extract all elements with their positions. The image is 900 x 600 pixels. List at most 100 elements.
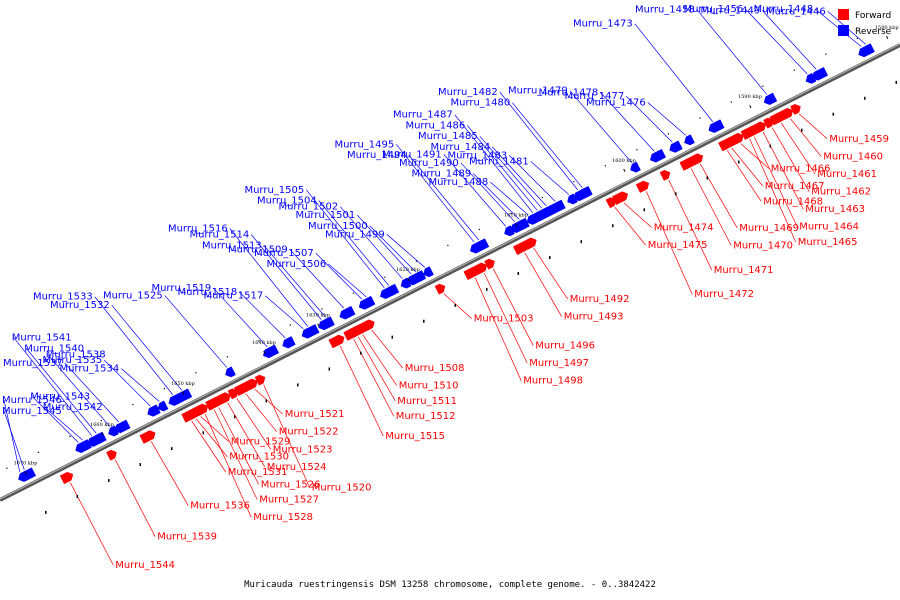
- reverse-gene-arrow: [168, 392, 185, 406]
- reverse-connector: [13, 337, 93, 436]
- track-marker: [517, 271, 520, 275]
- forward-gene-arrow: [659, 169, 671, 181]
- reverse-connector: [530, 161, 570, 195]
- reverse-gene-label: Murru_1479: [508, 86, 568, 97]
- forward-connector: [150, 441, 189, 506]
- track-marker: [226, 356, 228, 358]
- reverse-connector: [3, 410, 25, 470]
- reverse-gene-arrow: [858, 44, 872, 58]
- forward-gene-label: Murru_1529: [231, 436, 291, 447]
- track-marker: [832, 112, 835, 116]
- forward-gene-arrow: [59, 471, 74, 485]
- forward-connector: [699, 163, 738, 229]
- reverse-connector: [443, 154, 507, 227]
- reverse-gene-arrow: [649, 148, 667, 163]
- forward-gene-label: Murru_1521: [285, 409, 345, 420]
- forward-connector: [245, 393, 277, 432]
- reverse-gene-label: Murru_1502: [278, 202, 338, 213]
- map-caption: Muricauda ruestringensis DSM 13258 chrom…: [244, 580, 656, 590]
- reverse-gene-label: Murru_1532: [50, 300, 110, 311]
- reverse-gene-arrow: [400, 277, 412, 289]
- reverse-connector: [318, 200, 390, 286]
- forward-gene-arrow: [512, 241, 530, 256]
- reverse-gene-label: Murru_1448: [753, 4, 813, 15]
- reverse-connector: [454, 114, 534, 213]
- forward-gene-arrow: [139, 430, 156, 444]
- track-marker: [856, 37, 858, 39]
- reverse-gene-label: Murru_1480: [450, 98, 510, 109]
- forward-connector: [726, 150, 762, 202]
- track-marker: [541, 196, 543, 199]
- kbp-ticks: 1580 kbp 1590 kbp 1600 kbp 1610 kbp 1620 kbp…: [6, 25, 899, 514]
- kbp-tick-mark: [623, 168, 626, 172]
- forward-gene-label: Murru_1460: [823, 151, 883, 162]
- forward-gene-label: Murru_1496: [535, 341, 595, 352]
- reverse-gene-label: Murru_1509: [228, 244, 288, 255]
- kbp-tick-mark: [407, 277, 410, 282]
- track-marker: [895, 80, 898, 84]
- forward-connector: [731, 147, 763, 187]
- forward-gene-arrow: [763, 117, 774, 129]
- reverse-gene-label: Murru_1487: [393, 110, 453, 121]
- reverse-gene-label: Murru_1485: [418, 131, 478, 142]
- forward-gene-label: Murru_1530: [229, 452, 289, 463]
- forward-gene-label: Murru_1462: [811, 187, 871, 198]
- reverse-connector: [32, 396, 79, 443]
- reverse-connector: [26, 348, 97, 434]
- forward-connector: [357, 336, 396, 402]
- forward-connector: [623, 202, 652, 228]
- track-marker: [604, 165, 606, 167]
- track-marker: [667, 133, 669, 135]
- reverse-gene-arrow: [108, 425, 119, 437]
- track-marker: [195, 372, 197, 374]
- reverse-gene-arrow: [225, 366, 236, 378]
- reverse-gene-label: Murru_1535: [42, 355, 102, 366]
- forward-gene-label: Murru_1503: [474, 314, 534, 325]
- reverse-gene-label: Murru_1495: [334, 139, 394, 150]
- reverse-gene-label: Murru_1545: [2, 406, 62, 417]
- reverse-gene-label: Murru_1499: [325, 229, 385, 240]
- track-marker: [454, 303, 457, 307]
- track-marker: [486, 287, 488, 291]
- reverse-connector: [64, 362, 120, 423]
- reverse-connector: [600, 92, 655, 152]
- reverse-gene-label: Murru_1473: [573, 19, 633, 30]
- reverse-gene-arrow: [301, 327, 313, 339]
- forward-connector: [492, 268, 534, 346]
- forward-connector: [263, 384, 311, 488]
- reverse-connector: [479, 135, 543, 209]
- reverse-connector: [460, 162, 516, 223]
- reverse-gene-label: Murru_1478: [538, 87, 598, 98]
- reverse-gene-label: Murru_1541: [12, 333, 72, 344]
- reverse-connector: [509, 155, 556, 202]
- track-marker: [171, 447, 173, 451]
- track-marker: [675, 192, 677, 196]
- forward-gene-label: Murru_1510: [399, 381, 459, 392]
- forward-connector: [474, 277, 522, 381]
- legend-reverse-label: Reverse: [855, 27, 892, 37]
- track-marker: [612, 224, 614, 228]
- forward-connector: [749, 138, 797, 243]
- kbp-tick-label: 1590 kbp: [738, 94, 762, 100]
- reverse-connector: [229, 228, 309, 327]
- track-marker: [258, 340, 260, 342]
- reverse-gene-label: Murru_1483: [447, 150, 507, 161]
- forward-gene-label: Murru_1536: [190, 500, 250, 511]
- track-marker: [45, 510, 47, 514]
- reverse-gene-label: Murru_1540: [24, 343, 84, 354]
- forward-gene-label: Murru_1498: [523, 376, 583, 387]
- forward-connector: [69, 482, 114, 566]
- track-marker: [321, 308, 323, 310]
- track-marker: [762, 85, 764, 87]
- gene-arrows: [18, 43, 875, 485]
- forward-connector: [339, 345, 384, 437]
- reverse-connector: [467, 125, 538, 211]
- kbp-tick-label: 1600 kbp: [612, 158, 636, 164]
- reverse-gene-label: Murru_1546: [2, 395, 62, 406]
- track-marker: [864, 96, 866, 100]
- track-marker: [730, 101, 732, 103]
- forward-gene-arrow: [233, 382, 251, 397]
- track-marker: [738, 160, 740, 164]
- track-marker: [328, 367, 331, 371]
- forward-gene-label: Murru_1511: [397, 396, 457, 407]
